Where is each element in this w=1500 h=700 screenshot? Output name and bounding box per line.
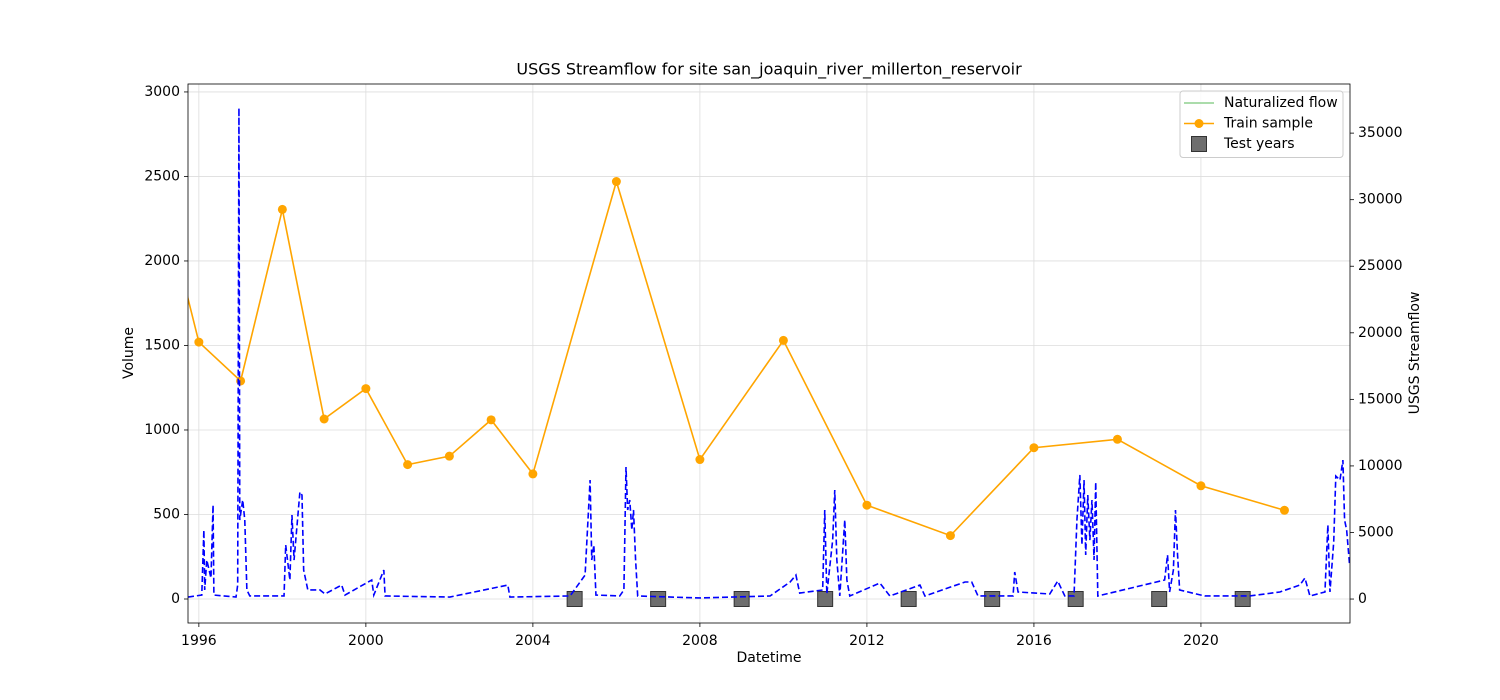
y-axis-label: Volume [121, 327, 137, 379]
y2-axis-label: USGS Streamflow [1407, 292, 1423, 415]
y2-tick-label: 20000 [1358, 325, 1403, 341]
point [817, 590, 834, 607]
point [1279, 505, 1289, 515]
point [650, 590, 667, 607]
point [1151, 590, 1168, 607]
point [984, 590, 1001, 607]
x-tick-label: 2000 [348, 633, 384, 649]
y-tick-label: 500 [153, 506, 180, 522]
point [1112, 434, 1122, 444]
point [277, 204, 287, 214]
plot-area [188, 107, 1350, 607]
point [403, 460, 413, 470]
chart-title: USGS Streamflow for site san_joaquin_riv… [516, 60, 1022, 80]
x-axis-label: Datetime [736, 650, 801, 666]
y2-tick-label: 25000 [1358, 258, 1403, 274]
y2-tick-label: 5000 [1358, 524, 1394, 540]
y-tick-label: 1000 [144, 422, 180, 438]
y2-tick-label: 10000 [1358, 458, 1403, 474]
point [695, 455, 705, 465]
axes-frame [187, 83, 1351, 624]
x-tick-label: 2020 [1183, 633, 1219, 649]
y-tick-label: 2000 [144, 253, 180, 269]
point [566, 590, 583, 607]
point [733, 590, 750, 607]
y2-tick-label: 30000 [1358, 192, 1403, 208]
y2-tick-label: 15000 [1358, 391, 1403, 407]
y-tick-label: 1500 [144, 337, 180, 353]
point [1029, 443, 1039, 453]
y-tick-label: 2500 [144, 168, 180, 184]
y2-tick-label: 35000 [1358, 125, 1403, 141]
legend-marker [1194, 119, 1204, 128]
legend-label: Train sample [1223, 116, 1313, 132]
grid [188, 84, 1350, 623]
x-tick-label: 2016 [1016, 633, 1052, 649]
x-tick-label: 2008 [682, 633, 718, 649]
point [945, 531, 955, 541]
point [1067, 590, 1084, 607]
legend-marker [1191, 136, 1207, 152]
y-tick-label: 3000 [144, 84, 180, 100]
point [611, 177, 621, 187]
x-tick-label: 1996 [181, 633, 217, 649]
series-line [188, 107, 1350, 599]
point [1196, 481, 1206, 491]
point [528, 469, 538, 479]
series-line [188, 178, 1285, 537]
axes: 1996 2000 2004 2008 2012 2016 2020 0 500 1000 1500… [144, 84, 1402, 649]
x-tick-label: 2004 [515, 633, 551, 649]
legend-box [1179, 90, 1344, 158]
point [1234, 590, 1251, 607]
point [319, 414, 329, 424]
point [444, 451, 454, 461]
legend: Naturalized flow Train sample Test years [1179, 90, 1344, 158]
point [862, 500, 872, 510]
legend-label: Test years [1223, 136, 1295, 152]
point [361, 384, 371, 394]
point [486, 415, 496, 425]
y-tick-label: 0 [171, 591, 180, 607]
point [194, 337, 204, 347]
point [900, 590, 917, 607]
x-tick-label: 2012 [849, 633, 885, 649]
legend-label: Naturalized flow [1224, 95, 1338, 111]
y2-tick-label: 0 [1358, 591, 1367, 607]
point [778, 335, 788, 345]
